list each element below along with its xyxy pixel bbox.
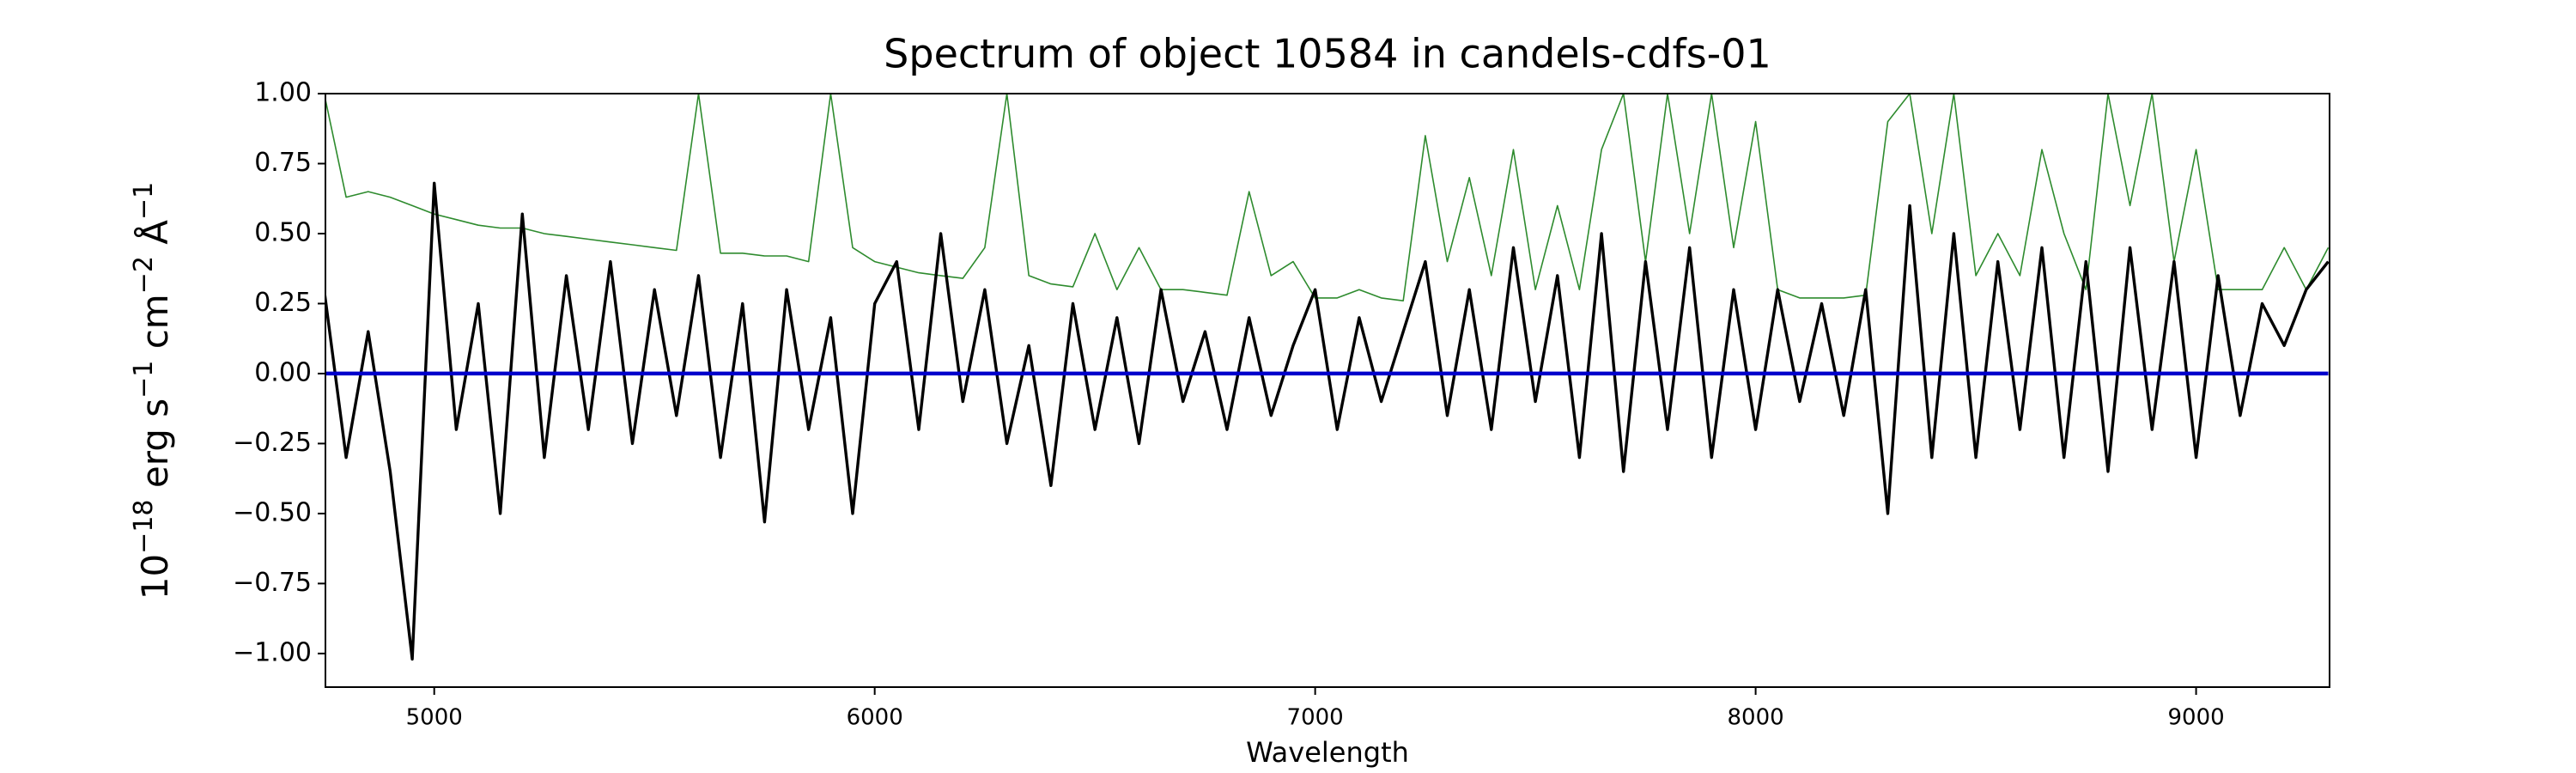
y-tick-label: −0.25 (233, 428, 312, 458)
x-tick-label: 9000 (2167, 705, 2224, 731)
y-label-text: Å (133, 220, 176, 256)
y-label-text: 10 (134, 554, 176, 600)
y-tick-label: 0.50 (254, 217, 312, 247)
y-label-exponent: −2 (129, 256, 159, 294)
y-tick-label: −0.50 (233, 497, 312, 527)
y-axis-label: 10−18 erg s−1 cm−2 Å−1 (129, 182, 176, 600)
x-tick-label: 6000 (847, 705, 903, 731)
plot-frame (325, 93, 2330, 688)
y-label-text: erg s (134, 399, 176, 500)
y-tick-label: 0.25 (254, 288, 312, 318)
x-tick-label: 7000 (1287, 705, 1344, 731)
y-tick-label: −0.75 (233, 568, 312, 598)
y-label-exponent: −1 (129, 361, 159, 399)
x-axis-label: Wavelength (1246, 736, 1409, 769)
y-tick-label: 0.75 (254, 148, 312, 178)
spectrum-line (325, 94, 2330, 301)
chart-title: Spectrum of object 10584 in candels-cdfs… (884, 31, 1771, 77)
y-tick-label: 1.00 (254, 78, 312, 108)
y-label-exponent: −18 (129, 500, 159, 554)
y-label-text: cm (134, 294, 176, 360)
x-tick-label: 8000 (1728, 705, 1784, 731)
x-tick-label: 5000 (406, 705, 463, 731)
spectrum-line (325, 181, 2330, 661)
y-label-exponent: −1 (129, 182, 159, 220)
y-tick-label: 0.00 (254, 357, 312, 387)
y-tick-label: −1.00 (233, 637, 312, 667)
